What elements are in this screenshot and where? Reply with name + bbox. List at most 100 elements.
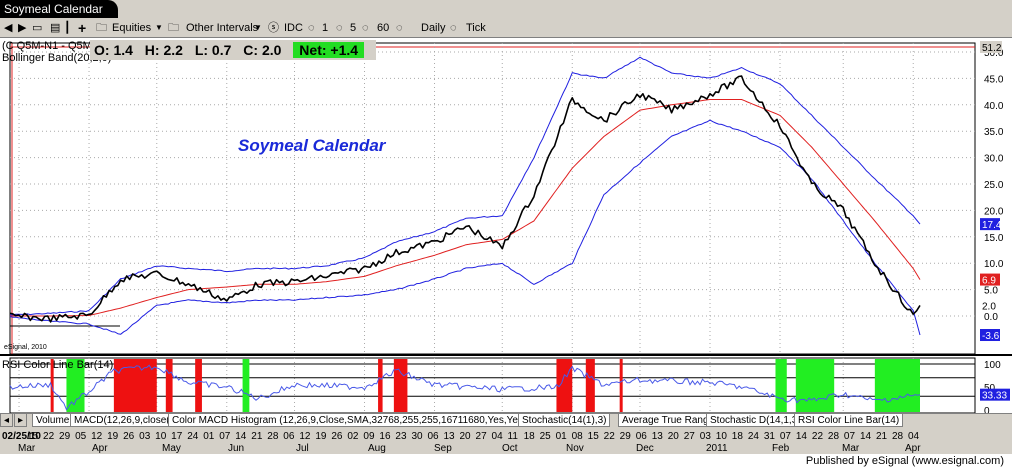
- lower-band-line: [9, 119, 921, 336]
- interval-tick-button[interactable]: Tick: [466, 22, 486, 34]
- window-menu-icon[interactable]: ▭: [32, 22, 43, 34]
- date-tick-label: 27: [684, 431, 696, 442]
- grid: [0, 42, 1012, 414]
- rsi-tick-label: 50: [984, 383, 996, 394]
- rsi-tick-label: 100: [984, 360, 1001, 371]
- chart-icon[interactable]: ▤: [50, 22, 61, 34]
- price-tick-label: 0.0: [984, 312, 998, 323]
- date-tick-label: 03: [139, 431, 151, 442]
- date-tick-label: 12: [299, 431, 311, 442]
- published-by: Published by eSignal (www.esignal.com): [805, 455, 1004, 467]
- date-tick-label: 14: [235, 431, 247, 442]
- study-tabs: ◂ ▸ Volume MACD(12,26,9,close()) Color M…: [0, 413, 1012, 427]
- price-axis: 50.0 45.0 40.0 35.0 30.0 25.0 20.0 15.0 10.0 5.0 0…: [980, 41, 1010, 417]
- tab-rsi-color[interactable]: RSI Color Line Bar(14): [794, 414, 904, 427]
- date-tick-label: 09: [363, 431, 375, 442]
- date-tick-label: 07: [780, 431, 792, 442]
- rsi-oversold-zone: [242, 359, 250, 412]
- month-label: Nov: [566, 443, 584, 454]
- date-tick-label: 23: [395, 431, 407, 442]
- date-tick-label: 22: [604, 431, 616, 442]
- bar-chart-icon[interactable]: ┃: [64, 22, 71, 34]
- interval-daily-button[interactable]: Daily: [421, 22, 446, 34]
- interval-circle-icon: ◌: [336, 22, 343, 34]
- mid-band-value: 6.9: [982, 276, 996, 287]
- interval-circle-icon: ◌: [396, 22, 403, 34]
- date-tick-label: 19: [315, 431, 327, 442]
- date-tick-label: 02/25/10: [2, 431, 41, 442]
- date-tick-label: 26: [123, 431, 135, 442]
- price-tick-label: 5.0: [984, 286, 998, 297]
- add-icon[interactable]: +: [78, 20, 87, 36]
- month-label: Apr: [905, 443, 921, 454]
- tab-scroll-right-icon[interactable]: ▸: [14, 414, 28, 427]
- folder-icon: 🗀: [168, 22, 179, 34]
- scroll-left-arrow-icon[interactable]: ◀: [4, 22, 13, 34]
- tab-macd[interactable]: MACD(12,26,9,close()): [70, 414, 181, 427]
- month-label: Dec: [636, 443, 654, 454]
- esignal-watermark: eSignal, 2010: [4, 344, 47, 351]
- interval-5-button[interactable]: 5: [350, 22, 357, 34]
- rsi-value: 33.33: [982, 391, 1007, 402]
- date-tick-label: 10: [155, 431, 167, 442]
- lower-band-value: -3.6: [982, 331, 1000, 342]
- price-tick-label: 15.0: [984, 233, 1004, 244]
- chart-title: Soymeal Calendar: [238, 136, 386, 155]
- folder-icon: 🗀: [96, 22, 107, 34]
- rsi-oversold-zone: [874, 359, 920, 412]
- chevron-down-icon[interactable]: ▼: [254, 23, 262, 32]
- date-tick-label: 15: [588, 431, 600, 442]
- month-label: 2011: [706, 443, 728, 454]
- date-tick-label: 12: [91, 431, 103, 442]
- date-tick-label: 06: [427, 431, 439, 442]
- date-tick-label: 13: [443, 431, 455, 442]
- tab-scroll-left-icon[interactable]: ◂: [0, 414, 14, 427]
- price-tick-label: 30.0: [984, 154, 1004, 165]
- date-tick-label: 01: [556, 431, 568, 442]
- tab-volume[interactable]: Volume: [32, 414, 74, 427]
- close-value: C: 2.0: [243, 42, 282, 58]
- mid-band-value-box: [980, 273, 1000, 286]
- rsi-overbought-zone: [585, 359, 595, 412]
- month-label: Apr: [92, 443, 108, 454]
- price-value-box: [980, 299, 1000, 312]
- rsi-line: [9, 364, 921, 411]
- equities-menu[interactable]: Equities: [112, 22, 152, 34]
- upper-band-value: 17.4: [982, 220, 1002, 231]
- footer: [0, 454, 1012, 468]
- date-tick-label: 02: [347, 431, 359, 442]
- rsi-label: RSI Color Line Bar(14): [2, 359, 114, 371]
- interval-idc-button[interactable]: IDC: [284, 22, 303, 34]
- tab-stochastic[interactable]: Stochastic(14(1),3): [518, 414, 611, 427]
- date-tick-label: 16: [379, 431, 391, 442]
- ohlc-readout: O: 1.4 H: 2.2 L: 0.7 C: 2.0 Net: +1.4: [90, 40, 377, 60]
- tab-color-macd[interactable]: Color MACD Histogram (12,26,9,Close,SMA,…: [168, 414, 569, 427]
- date-tick-label: 30: [411, 431, 423, 442]
- date-tick-label: 28: [267, 431, 279, 442]
- month-label: Mar: [842, 443, 860, 454]
- rsi-overbought-zone: [393, 359, 408, 412]
- chevron-down-icon[interactable]: ▼: [155, 23, 163, 32]
- rsi-overbought-zone: [619, 359, 623, 412]
- date-tick-label: 11: [508, 431, 519, 442]
- chart-canvas[interactable]: 50.0 45.0 40.0 35.0 30.0 25.0 20.0 15.0 10.0 5.0 0…: [0, 38, 1012, 427]
- net-change-badge: Net: +1.4: [293, 42, 365, 58]
- scroll-right-arrow-icon[interactable]: ▶: [18, 22, 27, 34]
- date-tick-label: 03: [700, 431, 712, 442]
- date-tick-label: 18: [732, 431, 744, 442]
- tab-stochastic-d[interactable]: Stochastic D(14,1,3): [706, 414, 805, 427]
- price-tick-label: 10.0: [984, 259, 1004, 270]
- lower-band-value-box: [980, 329, 1000, 342]
- date-tick-label: 04: [908, 431, 920, 442]
- interval-60-button[interactable]: 60: [377, 22, 390, 34]
- date-tick-label: 05: [75, 431, 87, 442]
- interval-1-button[interactable]: 1: [322, 22, 329, 34]
- price-tick-label: 50.0: [984, 48, 1004, 59]
- month-label: Jul: [296, 443, 309, 454]
- rsi-overbought-zone: [113, 359, 157, 412]
- rsi-oversold-zone: [66, 359, 85, 412]
- window-title[interactable]: Soymeal Calendar: [0, 0, 118, 18]
- other-intervals-menu[interactable]: Other Intervals: [186, 22, 259, 34]
- upper-band-value-box: [980, 218, 1000, 231]
